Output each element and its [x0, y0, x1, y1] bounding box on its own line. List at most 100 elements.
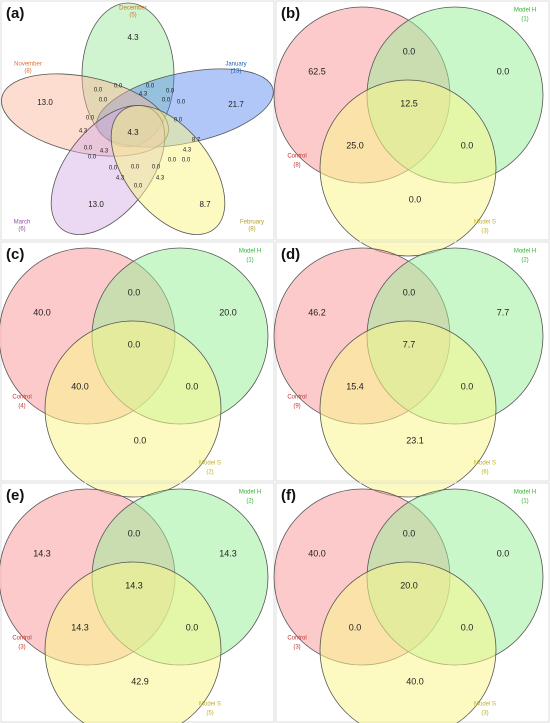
region-value: 21.7: [228, 100, 244, 109]
region-value: 13.0: [37, 98, 53, 107]
region-value: 0.0: [349, 622, 362, 632]
set-count: (1): [521, 17, 528, 23]
set-name: Model S: [474, 220, 496, 226]
region-value: 0.0: [128, 339, 141, 349]
panel-label: (e): [6, 487, 24, 504]
set-name: Control: [287, 636, 306, 642]
region-value: 0.0: [84, 146, 93, 152]
region-value: 0.0: [182, 158, 191, 164]
region-value: 40.0: [71, 381, 89, 391]
panel-frame: [0, 0, 275, 241]
set-count: (9): [293, 404, 300, 410]
region-value: 14.3: [71, 622, 89, 632]
region-value: 23.1: [406, 435, 424, 445]
set-count: (6): [481, 470, 488, 476]
set-count: (3): [481, 229, 488, 235]
region-value: 0.0: [497, 548, 510, 558]
panel-label: (d): [281, 246, 300, 263]
region-value: 0.0: [177, 100, 186, 106]
region-value: 8.7: [192, 138, 201, 144]
region-value: 0.0: [134, 184, 143, 190]
set-name: November: [14, 62, 42, 68]
region-value: 14.3: [219, 548, 237, 558]
panel-label: (b): [281, 5, 300, 22]
panel-label: (a): [6, 5, 24, 22]
set-circle: [319, 79, 497, 257]
set-name: Model H: [514, 490, 536, 496]
set-count: (2): [246, 499, 253, 505]
region-value: 0.0: [146, 84, 155, 90]
region-value: 0.0: [114, 84, 123, 90]
region-value: 0.0: [128, 528, 141, 538]
region-value: 7.7: [403, 339, 416, 349]
region-value: 0.0: [461, 381, 474, 391]
set-count: (1): [246, 258, 253, 264]
venn-panel: Control (4) Model H (1) Model S (2) 40.0 0.0 20.…: [0, 241, 275, 498]
region-value: 0.0: [94, 88, 103, 94]
set-count: (13): [231, 69, 242, 75]
region-value: 12.5: [400, 98, 418, 108]
region-value: 8.7: [199, 200, 211, 209]
set-name: Model H: [514, 249, 536, 255]
region-value: 0.0: [166, 89, 175, 95]
region-value: 40.0: [33, 307, 51, 317]
set-count: (8): [24, 69, 31, 75]
region-value: 4.3: [116, 176, 125, 182]
region-value: 40.0: [308, 548, 326, 558]
region-value: 46.2: [308, 307, 326, 317]
set-count: (3): [18, 645, 25, 651]
set-circle: [44, 561, 222, 723]
set-name: December: [119, 6, 147, 12]
region-value: 0.0: [88, 155, 97, 161]
region-value: 42.9: [131, 676, 149, 686]
region-value: 0.0: [403, 46, 416, 56]
set-circle: [319, 320, 497, 498]
set-name: January: [225, 62, 246, 68]
set-name: Model S: [474, 461, 496, 467]
region-value: 13.0: [88, 200, 104, 209]
region-value: 4.3: [139, 92, 148, 98]
region-value: 4.3: [127, 33, 139, 42]
set-name: Model S: [199, 702, 221, 708]
set-count: (3): [481, 711, 488, 717]
region-value: 14.3: [125, 580, 143, 590]
region-value: 0.0: [131, 165, 140, 171]
set-ellipse: [110, 105, 226, 235]
venn-panel: December(5)January(13)November(8)March(6…: [0, 0, 275, 241]
set-count: (3): [293, 645, 300, 651]
set-circle: [319, 561, 497, 723]
region-value: 20.0: [219, 307, 237, 317]
set-count: (4): [18, 404, 25, 410]
set-circle: [44, 320, 222, 498]
region-value: 15.4: [346, 381, 364, 391]
region-value: 4.3: [183, 148, 192, 154]
region-value: 0.0: [168, 158, 177, 164]
region-value: 4.3: [156, 176, 165, 182]
set-name: Control: [12, 395, 31, 401]
set-count: (2): [521, 258, 528, 264]
region-value: 0.0: [109, 166, 118, 172]
region-value: 0.0: [134, 435, 147, 445]
region-value: 25.0: [346, 140, 364, 150]
set-name: Control: [287, 395, 306, 401]
region-value: 4.3: [127, 128, 139, 137]
region-value: 0.0: [186, 381, 199, 391]
region-value: 14.3: [33, 548, 51, 558]
region-value: 0.0: [461, 140, 474, 150]
region-value: 0.0: [403, 287, 416, 297]
panel-label: (f): [281, 487, 296, 504]
set-name: March: [14, 220, 31, 226]
set-count: (5): [206, 711, 213, 717]
region-value: 0.0: [99, 98, 108, 104]
region-value: 4.3: [79, 129, 88, 135]
venn-panel: Control (3) Model H (1) Model S (3) 40.0 0.0 0.0…: [273, 482, 550, 723]
set-name: Model H: [239, 490, 261, 496]
region-value: 0.0: [174, 118, 183, 124]
region-value: 62.5: [308, 66, 326, 76]
set-count: (5): [129, 13, 136, 19]
region-value: 4.3: [100, 149, 109, 155]
set-name: Model H: [239, 249, 261, 255]
venn-panel: Control (9) Model H (2) Model S (6) 46.2 0.0 7.7…: [273, 241, 550, 498]
